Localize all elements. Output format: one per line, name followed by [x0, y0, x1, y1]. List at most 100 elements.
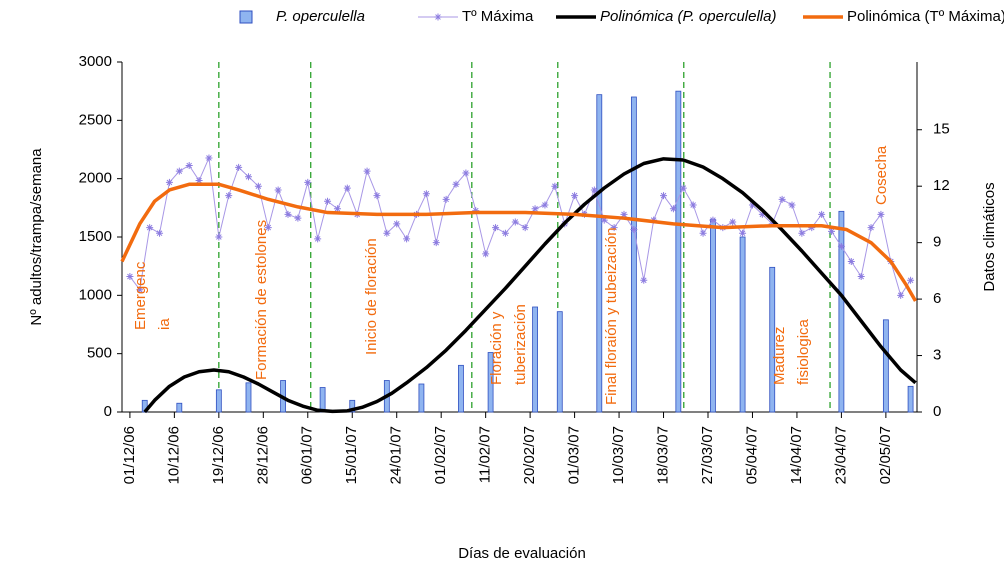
legend-label: Polinómica (Tº Máxima) [847, 8, 1004, 25]
marker [669, 205, 677, 213]
marker [195, 177, 203, 185]
marker [511, 218, 519, 226]
marker [136, 286, 144, 294]
marker [739, 229, 747, 237]
bar [487, 352, 494, 413]
marker [146, 224, 154, 232]
marker [185, 161, 193, 169]
marker [798, 229, 806, 237]
bar [630, 96, 637, 413]
marker [699, 229, 707, 237]
marker [828, 227, 836, 235]
bar [739, 236, 746, 413]
x-tick-label: 01/02/07 [432, 426, 449, 484]
marker [590, 186, 598, 194]
marker [215, 233, 223, 241]
marker [383, 229, 391, 237]
bar [838, 210, 845, 413]
line [143, 157, 917, 414]
x-tick-label: 11/02/07 [477, 426, 494, 483]
marker [324, 197, 332, 205]
bar [675, 90, 682, 413]
marker [748, 201, 756, 209]
marker [788, 201, 796, 209]
phase-label: Emergenc [132, 261, 149, 330]
marker [907, 276, 915, 284]
marker [284, 210, 292, 218]
marker [363, 167, 371, 175]
y-tick-label: 1000 [79, 286, 112, 303]
bar [532, 306, 538, 413]
marker [314, 235, 322, 243]
marker [630, 225, 638, 233]
bar [349, 399, 356, 413]
marker [778, 195, 786, 203]
marker [393, 220, 401, 228]
bar [458, 364, 464, 413]
bar [215, 389, 222, 413]
line [129, 157, 911, 296]
marker [897, 291, 905, 299]
marker [264, 224, 272, 232]
marker [492, 224, 500, 232]
line [120, 182, 918, 302]
legend-marker [434, 13, 442, 21]
x-axis-label: Días de evaluación [458, 545, 586, 562]
marker [551, 182, 559, 190]
marker [521, 224, 529, 232]
legend-label: Tº Máxima [462, 8, 534, 25]
marker [472, 207, 480, 215]
marker [768, 220, 776, 228]
marker [818, 210, 826, 218]
y-tick-label: 500 [87, 345, 112, 362]
marker [610, 224, 618, 232]
x-tick-label: 01/03/07 [566, 426, 583, 484]
x-tick-label: 28/12/06 [254, 426, 271, 484]
phase-label: Madurez [771, 327, 788, 385]
marker [620, 210, 628, 218]
marker [660, 192, 668, 200]
y2-tick-label: 9 [933, 234, 941, 251]
marker [600, 216, 608, 224]
marker [640, 276, 648, 284]
x-tick-label: 18/03/07 [654, 426, 671, 484]
marker [225, 192, 233, 200]
x-tick-label: 14/04/07 [788, 426, 805, 484]
marker [205, 154, 213, 162]
y-axis-label: Nº adultos/trampa/semana [28, 148, 45, 326]
bar [907, 385, 914, 413]
marker [304, 178, 312, 186]
x-tick-label: 06/01/07 [299, 426, 316, 484]
marker [274, 186, 282, 194]
x-tick-label: 15/01/07 [343, 426, 360, 484]
y-tick-label: 2000 [79, 170, 112, 187]
y2-tick-label: 6 [933, 290, 941, 307]
marker [758, 210, 766, 218]
legend-label: Polinómica (P. operculella) [600, 8, 776, 25]
x-tick-label: 23/04/07 [832, 426, 849, 484]
marker [808, 224, 816, 232]
bar [418, 383, 425, 413]
marker [501, 229, 509, 237]
marker [422, 190, 430, 198]
marker [452, 180, 460, 188]
phase-label: ia [156, 318, 173, 330]
y2-tick-label: 12 [933, 177, 950, 194]
y2-tick-label: 0 [933, 403, 941, 420]
marker [462, 169, 470, 177]
phase-label: Formación de estolones [253, 220, 270, 380]
marker [847, 257, 855, 265]
marker [403, 235, 411, 243]
marker [541, 201, 549, 209]
y-tick-label: 2500 [79, 111, 112, 128]
marker [126, 273, 134, 281]
marker [679, 184, 687, 192]
marker [877, 210, 885, 218]
marker [343, 184, 351, 192]
marker [689, 201, 697, 209]
marker [482, 250, 490, 258]
marker [244, 173, 252, 181]
marker [156, 229, 164, 237]
phase-label: Inicio de floración [363, 238, 380, 355]
